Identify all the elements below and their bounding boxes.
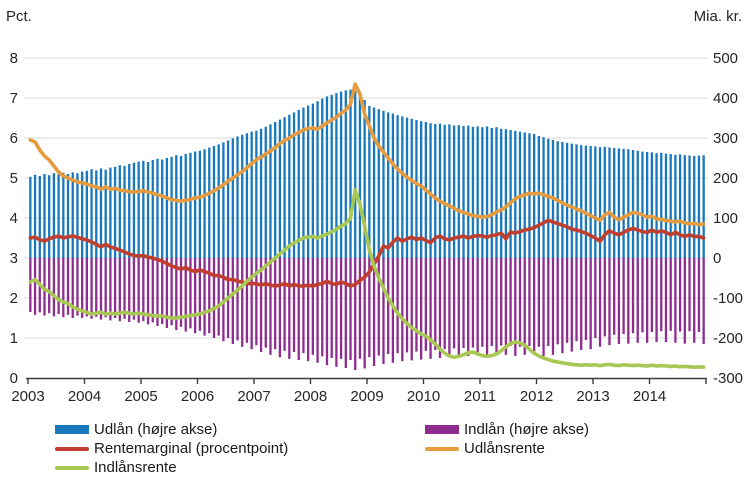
- svg-text:7: 7: [10, 90, 18, 107]
- svg-text:3: 3: [10, 250, 18, 267]
- indlaansrente-swatch-icon: [55, 465, 89, 470]
- svg-text:1: 1: [10, 330, 18, 347]
- svg-text:2004: 2004: [68, 388, 101, 405]
- right-axis-title: Mia. kr.: [693, 8, 742, 25]
- line-2: [28, 218, 706, 288]
- line-3: [28, 82, 706, 227]
- svg-text:2006: 2006: [181, 388, 214, 405]
- plot-area: 2003 2004 2005 2006 2007 2008 2009 2010 2011 2012…: [10, 50, 743, 405]
- indlaan-swatch-icon: [425, 425, 459, 434]
- line-4: [28, 188, 706, 369]
- udlaan-swatch-icon: [55, 425, 89, 434]
- svg-text:2010: 2010: [407, 388, 440, 405]
- legend-label-rentemarginal: Rentemarginal (procentpoint): [94, 440, 289, 457]
- legend-item-indlaansrente: Indlånsrente: [55, 458, 288, 477]
- svg-text:2003: 2003: [11, 388, 44, 405]
- legend-item-indlaan: Indlån (højre akse): [425, 420, 589, 439]
- legend-label-udlaan: Udlån (højre akse): [94, 421, 218, 438]
- svg-text:2009: 2009: [350, 388, 383, 405]
- rentemarginal-swatch-icon: [55, 446, 89, 451]
- legend-column-1: Udlån (højre akse) Rentemarginal (procen…: [55, 420, 288, 477]
- svg-text:0: 0: [10, 370, 18, 387]
- svg-text:400: 400: [713, 90, 738, 107]
- svg-text:2007: 2007: [237, 388, 270, 405]
- tick-labels: 2003 2004 2005 2006 2007 2008 2009 2010 2011 2012…: [10, 50, 743, 405]
- svg-text:2: 2: [10, 290, 18, 307]
- svg-text:-100: -100: [713, 290, 743, 307]
- svg-text:-200: -200: [713, 330, 743, 347]
- chart-svg: 2003 2004 2005 2006 2007 2008 2009 2010 2011 2012…: [10, 50, 743, 405]
- svg-text:2008: 2008: [294, 388, 327, 405]
- legend: Udlån (højre akse) Rentemarginal (procen…: [0, 420, 750, 481]
- svg-text:2013: 2013: [576, 388, 609, 405]
- legend-item-rentemarginal: Rentemarginal (procentpoint): [55, 439, 288, 458]
- svg-text:6: 6: [10, 130, 18, 147]
- svg-text:5: 5: [10, 170, 18, 187]
- svg-text:500: 500: [713, 50, 738, 67]
- svg-text:0: 0: [713, 250, 721, 267]
- legend-item-udlaan: Udlån (højre akse): [55, 420, 288, 439]
- svg-text:300: 300: [713, 130, 738, 147]
- legend-label-indlaansrente: Indlånsrente: [94, 459, 177, 476]
- svg-text:2012: 2012: [520, 388, 553, 405]
- svg-text:200: 200: [713, 170, 738, 187]
- svg-text:2005: 2005: [124, 388, 157, 405]
- svg-text:2014: 2014: [633, 388, 666, 405]
- svg-text:-300: -300: [713, 370, 743, 387]
- legend-column-2: Indlån (højre akse) Udlånsrente: [425, 420, 589, 458]
- left-axis-title: Pct.: [6, 8, 32, 25]
- svg-text:2011: 2011: [464, 388, 496, 405]
- svg-text:100: 100: [713, 210, 738, 227]
- svg-text:4: 4: [10, 210, 18, 227]
- udlaansrente-swatch-icon: [425, 446, 459, 451]
- legend-label-indlaan: Indlån (højre akse): [464, 421, 590, 438]
- bars-udlaan: [29, 89, 705, 259]
- svg-text:8: 8: [10, 50, 18, 67]
- legend-item-udlaansrente: Udlånsrente: [425, 439, 589, 458]
- legend-label-udlaansrente: Udlånsrente: [464, 440, 545, 457]
- x-axis: [26, 377, 707, 384]
